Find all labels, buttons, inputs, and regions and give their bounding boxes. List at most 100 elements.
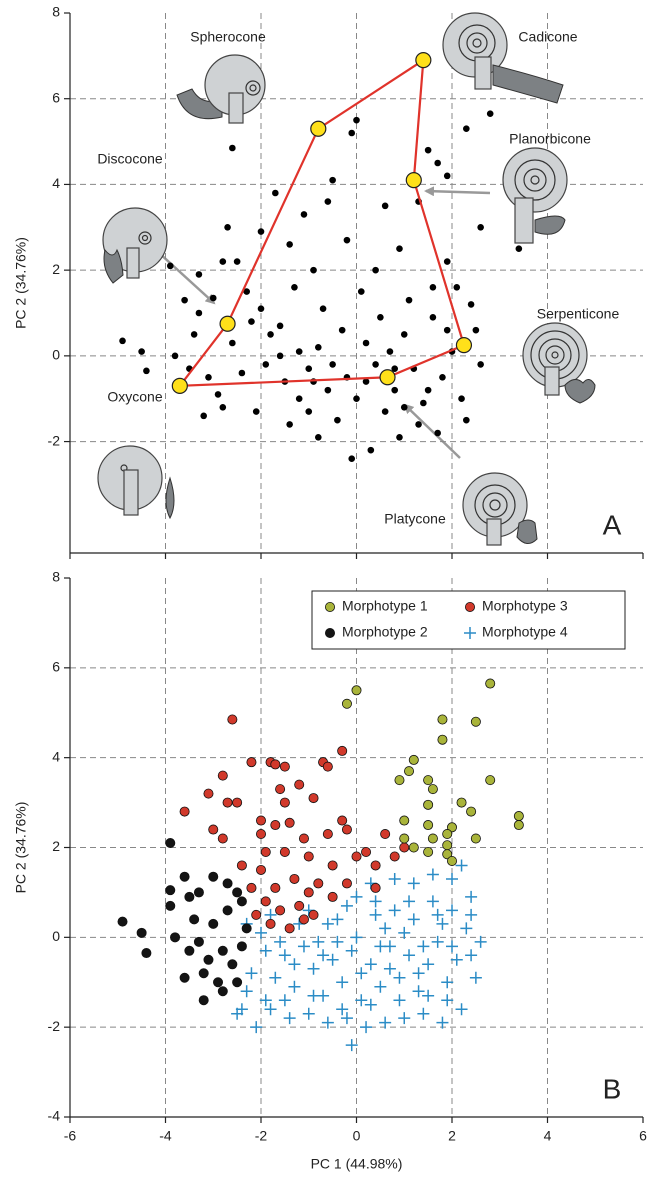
legend-marker [324,628,335,639]
point [424,386,432,394]
arrow [424,186,491,197]
point [399,833,410,844]
point [372,266,379,274]
point [417,1007,430,1020]
point [388,904,401,917]
point [298,833,309,844]
point [279,761,290,772]
panel: -2 0 2 4 6 8 PC 2 (34.76%) A Oxycone Discocone Sph… [13,4,644,559]
point [463,125,470,133]
point [429,313,437,321]
point [340,1012,353,1025]
x-axis-label: PC 1 (44.98%) [311,1156,403,1172]
point [469,971,482,984]
point [442,840,453,851]
point [327,891,338,902]
point [179,972,190,983]
point [404,766,415,777]
point [255,815,266,826]
point [362,339,370,347]
point [391,386,399,394]
point [217,945,228,956]
point [369,908,382,921]
point [389,851,400,862]
point [364,958,377,971]
legend-label: Morphotype 2 [342,624,428,640]
point [141,948,152,959]
point [477,361,484,368]
point [232,977,243,988]
x-tick-label: 6 [639,1128,647,1144]
point [294,900,305,911]
point [208,918,219,929]
morphotype-label: Oxycone [107,389,162,405]
point [289,873,300,884]
legend: Morphotype 1 Morphotype 2 Morphotype 3 Morp… [311,590,626,650]
point [322,761,333,772]
point [446,822,457,833]
hull-vertex [379,369,396,386]
grid [70,13,643,553]
point [208,871,219,882]
point [166,262,174,270]
point [398,926,411,939]
point [398,1012,411,1025]
point [259,944,272,957]
point [341,878,352,889]
series [119,110,523,463]
point [460,922,473,935]
point [308,909,319,920]
point [209,294,217,302]
series [117,838,252,1006]
point [286,241,293,248]
morphotype-label: Spherocone [190,29,266,45]
point [270,882,281,893]
point [396,245,403,253]
point [341,698,352,709]
point [370,882,381,893]
point [279,846,290,857]
shell-icon [97,445,175,520]
hull-vertex [455,337,473,354]
point [248,318,255,325]
point [240,985,253,998]
x-tick-label: -2 [255,1128,268,1144]
point [350,890,363,903]
point [423,820,434,831]
legend-marker [464,627,476,639]
point [370,860,381,871]
morphotype-label: Cadicone [518,29,577,45]
point [455,859,468,872]
y-tick-label: 2 [52,261,60,277]
point [315,433,322,441]
point [337,745,348,756]
point [165,900,176,911]
point [379,1016,392,1029]
series [341,678,524,866]
point [380,829,391,840]
point [443,326,451,334]
point [302,1007,315,1020]
point [372,361,379,368]
point [331,935,344,948]
point [423,775,434,786]
point [310,266,317,274]
hull-vertex [310,120,327,137]
y-tick-label: 0 [52,928,60,944]
point [300,211,308,218]
shell-icons [97,12,596,546]
point [269,971,282,984]
point [357,288,365,295]
point [288,958,301,971]
point [227,959,238,970]
point [136,927,147,938]
series [231,859,487,1052]
point [353,116,360,124]
point [403,895,416,908]
point [278,949,291,962]
y-tick-label: 6 [52,659,60,675]
point [466,806,477,817]
point [336,1003,349,1016]
point [437,734,448,745]
